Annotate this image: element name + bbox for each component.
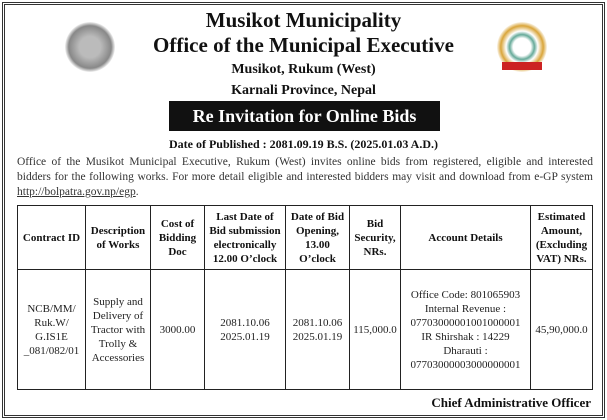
col-contract-id: Contract ID <box>17 205 86 270</box>
province: Karnali Province, Nepal <box>231 83 376 98</box>
account-line: Office Code: 801065903 <box>410 288 521 301</box>
intro-text: Office of the Musikot Municipal Executiv… <box>17 156 593 183</box>
cell-description: Supply and Delivery of Tractor with Trol… <box>85 269 151 390</box>
col-last-date: Last Date of Bid submission electronical… <box>204 205 286 270</box>
cell-security: 115,000.0 <box>349 269 401 390</box>
account-line: 07703000001001000001 <box>410 316 521 329</box>
col-cost: Cost of Bidding Doc <box>150 205 205 270</box>
municipality-logo <box>497 22 547 72</box>
municipality-title: Musikot Municipality <box>205 8 402 32</box>
nepal-emblem-logo <box>65 22 115 72</box>
office-title: Office of the Municipal Executive <box>153 33 454 57</box>
cell-opening: 2081.10.06 2025.01.19 <box>285 269 350 390</box>
account-line: 07703000003000000001 <box>410 358 521 371</box>
col-estimate: Estimated Amount, (Excluding VAT) NRs. <box>530 205 593 270</box>
col-account: Account Details <box>400 205 531 270</box>
cell-contract-id: NCB/MM/ Ruk.W/ G.IS1E _081/082/01 <box>17 269 86 390</box>
account-line: IR Shirshak : 14229 <box>421 330 510 343</box>
table-row: NCB/MM/ Ruk.W/ G.IS1E _081/082/01 Supply… <box>17 269 593 390</box>
col-security: Bid Security, NRs. <box>349 205 401 270</box>
col-description: Description of Works <box>85 205 151 270</box>
account-line: Dharauti : <box>443 344 488 357</box>
table-header-row: Contract ID Description of Works Cost of… <box>17 205 593 270</box>
cell-last-date: 2081.10.06 2025.01.19 <box>204 269 286 390</box>
col-opening: Date of Bid Opening, 13.00 O’clock <box>285 205 350 270</box>
opening-ad: 2025.01.19 <box>292 330 343 343</box>
cell-account: Office Code: 801065903 Internal Revenue … <box>400 269 531 390</box>
published-date: Date of Published : 2081.09.19 B.S. (202… <box>168 137 438 151</box>
address: Musikot, Rukum (West) <box>231 62 376 77</box>
bids-table: Contract ID Description of Works Cost of… <box>17 205 593 390</box>
notice-banner: Re Invitation for Online Bids <box>169 101 440 131</box>
last-date-bs: 2081.10.06 <box>220 316 270 329</box>
cell-cost: 3000.00 <box>150 269 205 390</box>
cell-estimate: 45,90,000.0 <box>530 269 593 390</box>
opening-bs: 2081.10.06 <box>292 316 343 329</box>
link-suffix: . <box>135 186 139 198</box>
last-date-ad: 2025.01.19 <box>220 330 270 343</box>
intro-paragraph: Office of the Musikot Municipal Executiv… <box>17 155 593 200</box>
account-line: Internal Revenue : <box>424 302 507 315</box>
egp-link[interactable]: http://bolpatra.gov.np/egp <box>17 186 136 198</box>
signature: Chief Administrative Officer <box>431 395 591 410</box>
